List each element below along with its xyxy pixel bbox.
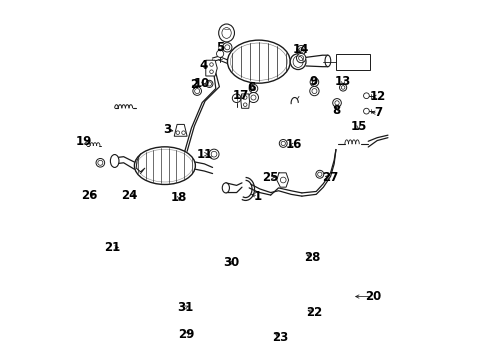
Text: 9: 9 [309, 75, 317, 88]
Text: 27: 27 [322, 171, 338, 184]
Text: 22: 22 [305, 306, 322, 319]
Text: 3: 3 [163, 123, 171, 136]
Polygon shape [174, 125, 187, 136]
Polygon shape [241, 94, 249, 108]
Text: 15: 15 [349, 120, 366, 133]
Text: 13: 13 [334, 75, 350, 88]
Circle shape [248, 93, 258, 103]
Text: 30: 30 [223, 256, 239, 269]
Circle shape [315, 170, 323, 178]
Circle shape [192, 87, 201, 95]
Circle shape [296, 45, 305, 55]
Ellipse shape [222, 183, 229, 193]
Text: 7: 7 [373, 106, 381, 119]
Text: 8: 8 [331, 104, 340, 117]
Text: 1: 1 [254, 190, 262, 203]
Circle shape [249, 84, 257, 93]
Text: 31: 31 [177, 301, 193, 314]
Ellipse shape [218, 24, 234, 42]
Text: 20: 20 [364, 290, 380, 303]
Text: 28: 28 [303, 251, 320, 264]
Text: 25: 25 [262, 171, 278, 184]
Circle shape [96, 158, 104, 167]
Circle shape [216, 50, 223, 57]
Text: 16: 16 [285, 138, 302, 151]
Circle shape [205, 80, 212, 87]
Text: 10: 10 [194, 77, 210, 90]
Text: 11: 11 [197, 148, 213, 161]
Text: 26: 26 [81, 189, 98, 202]
Ellipse shape [110, 154, 119, 167]
Text: 19: 19 [76, 135, 92, 148]
Circle shape [208, 149, 219, 159]
Circle shape [232, 94, 241, 103]
Bar [336, 54, 369, 69]
Ellipse shape [290, 54, 305, 69]
Circle shape [309, 86, 319, 96]
Circle shape [222, 42, 231, 52]
Text: 12: 12 [369, 90, 385, 103]
Circle shape [279, 139, 286, 147]
Text: 4: 4 [199, 59, 207, 72]
Circle shape [296, 53, 305, 63]
Text: 18: 18 [171, 191, 187, 204]
Ellipse shape [325, 55, 330, 67]
Circle shape [309, 78, 318, 86]
Circle shape [339, 84, 346, 91]
Text: 14: 14 [292, 42, 308, 55]
Text: 24: 24 [122, 189, 138, 202]
Circle shape [363, 108, 368, 114]
Circle shape [363, 93, 368, 99]
Text: 5: 5 [216, 41, 224, 54]
Text: 17: 17 [232, 89, 248, 102]
Ellipse shape [227, 40, 290, 83]
Polygon shape [205, 60, 217, 76]
Text: 6: 6 [247, 81, 255, 94]
Text: 23: 23 [272, 330, 288, 343]
Text: 2: 2 [190, 78, 198, 91]
Text: 29: 29 [178, 328, 194, 341]
Circle shape [332, 99, 341, 107]
Ellipse shape [134, 147, 195, 184]
Text: 21: 21 [104, 241, 121, 254]
